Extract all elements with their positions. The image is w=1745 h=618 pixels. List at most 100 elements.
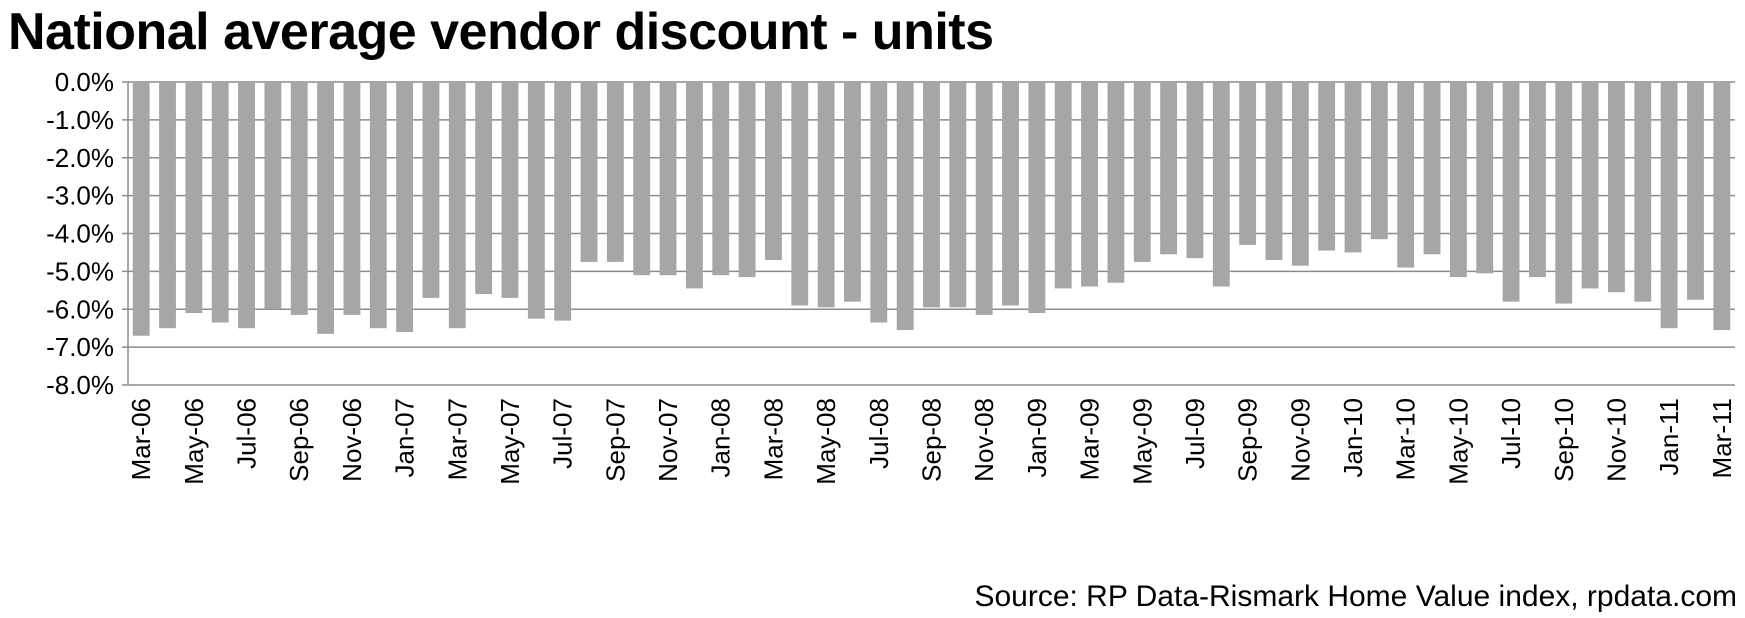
x-tick-label: May-08 bbox=[811, 398, 841, 485]
x-tick-label: Mar-10 bbox=[1391, 398, 1421, 480]
x-tick-label: Nov-07 bbox=[653, 398, 683, 482]
bar-Jul-08 bbox=[870, 82, 888, 323]
bar-Aug-09 bbox=[1212, 82, 1230, 287]
bar-Jul-06 bbox=[238, 82, 255, 329]
bar-Aug-10 bbox=[1528, 82, 1546, 278]
x-tick-label: Nov-10 bbox=[1601, 398, 1631, 482]
x-tick-label: May-09 bbox=[1127, 398, 1157, 485]
bar-Feb-11 bbox=[1687, 82, 1704, 300]
bar-Oct-07 bbox=[633, 82, 651, 276]
bar-May-08 bbox=[817, 82, 835, 308]
x-tick-label: Jan-10 bbox=[1338, 398, 1368, 478]
x-tick-label: Nov-09 bbox=[1285, 398, 1315, 482]
x-tick-label: May-07 bbox=[495, 398, 525, 485]
bar-Nov-06 bbox=[343, 82, 361, 315]
bar-Dec-06 bbox=[369, 82, 387, 329]
x-tick-label: Jul-09 bbox=[1180, 398, 1210, 469]
x-tick-label: Mar-08 bbox=[758, 398, 788, 480]
bar-Oct-10 bbox=[1581, 82, 1599, 289]
axes bbox=[122, 81, 129, 386]
y-tick-label: -8.0% bbox=[46, 370, 114, 400]
bar-Apr-07 bbox=[475, 82, 493, 295]
x-tick-label: Sep-06 bbox=[284, 398, 314, 482]
x-tick-label: Jan-09 bbox=[1022, 398, 1052, 478]
bar-Mar-09 bbox=[1081, 82, 1098, 287]
bar-Mar-07 bbox=[448, 82, 466, 329]
bar-Apr-10 bbox=[1423, 82, 1441, 255]
bar-Mar-10 bbox=[1397, 82, 1415, 268]
bar-Jun-09 bbox=[1160, 82, 1178, 255]
x-tick-label: Jul-08 bbox=[864, 398, 894, 469]
y-axis-tick-labels: 0.0% -1.0% -2.0% -3.0% -4.0% -5.0% -6.0% -7.0% -… bbox=[46, 67, 114, 400]
bar-Oct-09 bbox=[1265, 82, 1283, 261]
bar-Aug-06 bbox=[264, 82, 282, 310]
bar-series bbox=[132, 82, 1731, 336]
bar-Sep-08 bbox=[923, 82, 940, 308]
y-tick-label: -4.0% bbox=[46, 219, 114, 249]
bar-Dec-08 bbox=[1002, 82, 1019, 306]
x-tick-label: Sep-08 bbox=[917, 398, 947, 482]
bar-Sep-07 bbox=[606, 82, 624, 262]
bar-May-09 bbox=[1133, 82, 1151, 262]
x-tick-label: Jan-11 bbox=[1654, 398, 1684, 476]
bar-Apr-08 bbox=[791, 82, 809, 306]
bar-Jan-09 bbox=[1028, 82, 1046, 314]
x-tick-label: May-06 bbox=[179, 398, 209, 485]
bar-Jun-07 bbox=[527, 82, 545, 319]
bar-Jan-11 bbox=[1660, 82, 1678, 329]
bar-Feb-07 bbox=[422, 82, 440, 298]
bar-Feb-09 bbox=[1054, 82, 1072, 289]
bar-Apr-06 bbox=[159, 82, 176, 329]
bar-May-10 bbox=[1449, 82, 1467, 278]
bar-Jan-08 bbox=[712, 82, 730, 276]
bar-Aug-07 bbox=[580, 82, 598, 262]
bar-Jun-06 bbox=[211, 82, 229, 323]
x-tick-label: Jul-06 bbox=[232, 398, 262, 469]
bar-Sep-10 bbox=[1555, 82, 1573, 304]
bar-Mar-06 bbox=[132, 82, 150, 336]
x-tick-label: Jan-07 bbox=[390, 398, 420, 478]
x-tick-label: Sep-09 bbox=[1233, 398, 1263, 482]
x-tick-label: Sep-07 bbox=[600, 398, 630, 482]
y-tick-label: 0.0% bbox=[55, 67, 114, 97]
y-tick-label: -7.0% bbox=[46, 332, 114, 362]
bar-Oct-06 bbox=[317, 82, 335, 334]
y-tick-label: -5.0% bbox=[46, 256, 114, 286]
x-tick-label: Nov-08 bbox=[969, 398, 999, 482]
source-note: Source: RP Data-Rismark Home Value index… bbox=[974, 580, 1737, 613]
x-tick-label: Mar-11 bbox=[1707, 398, 1737, 478]
bar-Jan-10 bbox=[1344, 82, 1362, 253]
x-tick-label: Jul-07 bbox=[548, 398, 578, 469]
y-tick-label: -1.0% bbox=[46, 105, 114, 135]
bar-Jun-08 bbox=[844, 82, 861, 302]
bar-Nov-07 bbox=[659, 82, 677, 276]
bar-Dec-10 bbox=[1634, 82, 1652, 302]
bar-Nov-10 bbox=[1608, 82, 1625, 293]
bar-May-06 bbox=[185, 82, 203, 314]
x-tick-label: Mar-09 bbox=[1075, 398, 1105, 480]
bar-Dec-09 bbox=[1318, 82, 1336, 251]
bar-Nov-08 bbox=[975, 82, 993, 315]
x-tick-label: Mar-07 bbox=[442, 398, 472, 480]
bar-Jul-09 bbox=[1186, 82, 1204, 259]
x-tick-label: May-10 bbox=[1443, 398, 1473, 485]
bar-Jun-10 bbox=[1476, 82, 1494, 274]
x-tick-label: Jan-08 bbox=[706, 398, 736, 478]
chart-title: National average vendor discount - units bbox=[8, 3, 994, 61]
x-tick-label: Nov-06 bbox=[337, 398, 367, 482]
bar-Jul-10 bbox=[1502, 82, 1520, 302]
bar-Feb-08 bbox=[738, 82, 756, 278]
y-tick-label: -2.0% bbox=[46, 143, 114, 173]
bar-Sep-09 bbox=[1239, 82, 1257, 245]
y-tick-label: -3.0% bbox=[46, 181, 114, 211]
x-axis-tick-labels: Mar-06 May-06 Jul-06 Sep-06 Nov-06 Jan-07 Mar-… bbox=[126, 398, 1737, 485]
x-tick-label: Sep-10 bbox=[1549, 398, 1579, 482]
bar-Nov-09 bbox=[1291, 82, 1309, 266]
y-tick-label: -6.0% bbox=[46, 294, 114, 324]
bar-Aug-08 bbox=[896, 82, 914, 331]
bar-Mar-08 bbox=[765, 82, 782, 261]
x-tick-label: Jul-10 bbox=[1496, 398, 1526, 469]
bar-Oct-08 bbox=[949, 82, 967, 308]
bar-May-07 bbox=[501, 82, 519, 298]
